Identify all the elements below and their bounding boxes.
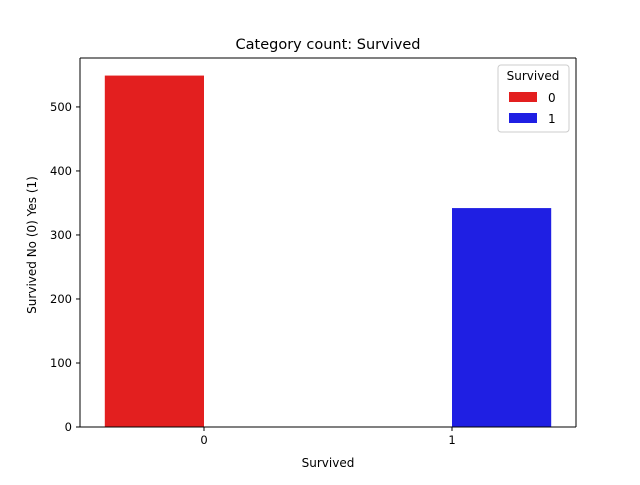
bar-0-series-0	[104, 75, 204, 428]
y-axis-label: Survived No (0) Yes (1)	[25, 176, 39, 314]
y-tick-label-200: 200	[50, 292, 72, 306]
y-tick-label-500: 500	[50, 100, 72, 114]
x-axis-label: Survived	[302, 456, 355, 470]
plot-area: 0 100 200 300 400 500 0 1	[50, 57, 577, 447]
y-tick-label-0: 0	[65, 420, 72, 434]
legend-title: Survived	[507, 69, 560, 83]
x-tick-label-1: 1	[448, 433, 455, 447]
legend: Survived 0 1	[497, 64, 570, 133]
bar-1-series-1	[452, 208, 552, 427]
chart-title: Category count: Survived	[236, 37, 421, 53]
legend-swatch-1	[509, 113, 537, 123]
legend-label-1: 1	[548, 112, 556, 126]
y-tick-label-300: 300	[50, 228, 72, 242]
x-tick-label-0: 0	[200, 433, 207, 447]
y-tick-label-100: 100	[50, 356, 72, 370]
legend-swatch-0	[509, 92, 537, 102]
legend-label-0: 0	[548, 91, 556, 105]
y-tick-label-400: 400	[50, 164, 72, 178]
